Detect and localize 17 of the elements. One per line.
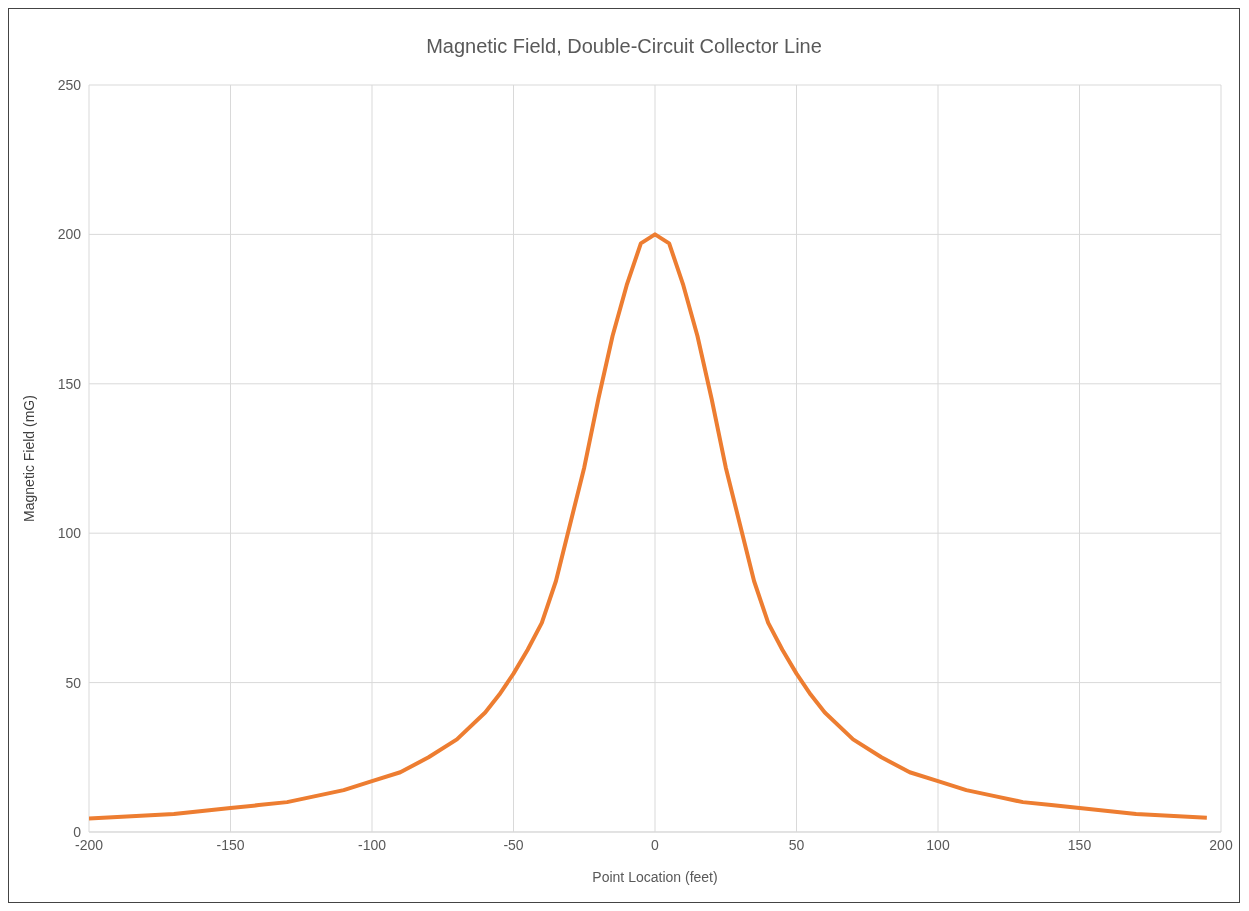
x-tick-label: -150 xyxy=(216,836,245,853)
x-tick-label: -100 xyxy=(357,836,387,853)
x-tick-label: 100 xyxy=(926,836,950,853)
x-axis-title: Point Location (feet) xyxy=(592,869,718,885)
x-tick-label: 150 xyxy=(1067,836,1092,853)
y-tick-label: 250 xyxy=(57,76,82,93)
x-tick-label: 50 xyxy=(788,836,805,853)
chart-title: Magnetic Field, Double-Circuit Collector Line xyxy=(425,34,823,59)
y-tick-label: 150 xyxy=(57,375,82,392)
y-tick-label: 200 xyxy=(57,226,82,243)
y-tick-label: 50 xyxy=(65,674,82,691)
x-tick-label: -50 xyxy=(503,836,524,853)
x-tick-label: 0 xyxy=(651,836,660,853)
line-series xyxy=(89,232,1209,821)
y-axis-title: Magnetic Field (mG) xyxy=(20,395,37,522)
y-tick-label: 100 xyxy=(57,525,82,542)
x-tick-label: 200 xyxy=(1209,836,1233,853)
